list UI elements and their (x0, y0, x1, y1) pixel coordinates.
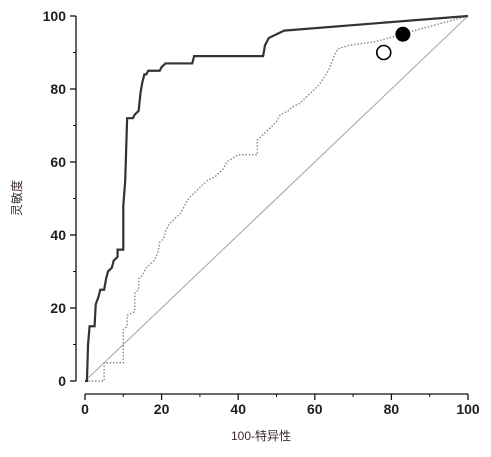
y-tick-label: 40 (50, 227, 66, 243)
series-dotted-line (85, 15, 469, 382)
x-tick-label: 0 (81, 401, 89, 417)
tick-layer: 0 20 40 60 80 100 0 20 40 60 80 100 (43, 8, 480, 417)
marker-layer (375, 26, 411, 61)
x-tick-label: 100 (456, 401, 480, 417)
x-tick-label: 60 (307, 401, 323, 417)
x-axis-title: 100-特异性 (231, 428, 291, 443)
series-reference-line (84, 15, 469, 382)
marker-open-circle (375, 44, 392, 61)
y-tick-label: 20 (50, 300, 66, 316)
series-solid-line (85, 14, 469, 383)
x-tick-label: 40 (230, 401, 246, 417)
y-tick-label: 60 (50, 154, 66, 170)
x-tick-label: 80 (384, 401, 400, 417)
y-tick-label: 80 (50, 81, 66, 97)
y-tick-label: 100 (43, 8, 67, 24)
y-axis-title: 灵敏度 (9, 180, 24, 216)
marker-filled-circle (395, 26, 411, 42)
y-tick-label: 0 (58, 373, 66, 389)
series-layer (84, 14, 469, 383)
x-tick-label: 20 (154, 401, 170, 417)
